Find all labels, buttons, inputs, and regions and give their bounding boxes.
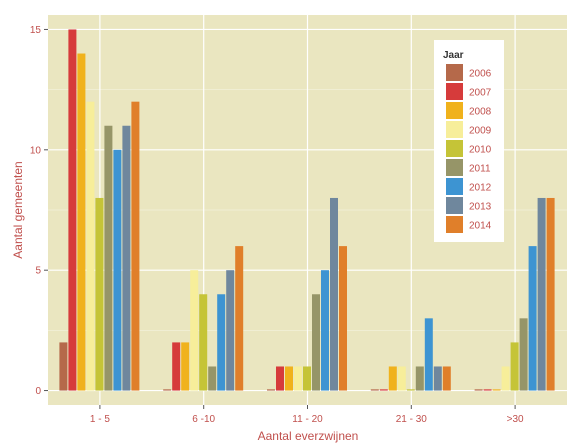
bar-2006-1 xyxy=(163,389,172,391)
y-tick-label: 5 xyxy=(35,266,41,277)
legend-swatch-2008 xyxy=(446,102,463,119)
bar-2013-4 xyxy=(537,197,546,391)
x-tick-label: 11 - 20 xyxy=(292,414,323,425)
x-tick-label: 6 -10 xyxy=(192,414,215,425)
bar-2008-1 xyxy=(181,342,190,391)
y-tick-label: 10 xyxy=(30,145,42,156)
bar-2008-0 xyxy=(77,53,86,391)
bar-2006-4 xyxy=(474,389,483,391)
bar-2006-2 xyxy=(267,389,275,391)
x-tick-label: >30 xyxy=(507,414,524,425)
bar-2010-2 xyxy=(303,366,311,391)
bars xyxy=(59,29,555,391)
legend-label-2012: 2012 xyxy=(469,183,492,194)
legend-swatch-2009 xyxy=(446,121,463,138)
bar-2012-2 xyxy=(321,270,329,391)
bar-2010-3 xyxy=(406,389,415,391)
bar-2008-2 xyxy=(285,366,293,391)
x-tick-label: 1 - 5 xyxy=(90,414,110,425)
bar-2007-4 xyxy=(483,389,492,391)
legend-swatch-2006 xyxy=(446,64,463,81)
bar-2011-4 xyxy=(519,318,528,391)
y-axis: 0 5 10 15 xyxy=(30,25,48,397)
bar-2011-3 xyxy=(415,366,424,391)
bar-2012-4 xyxy=(528,246,537,391)
legend-label-2009: 2009 xyxy=(469,126,492,137)
legend-label-2007: 2007 xyxy=(469,88,492,99)
bar-2013-3 xyxy=(433,366,442,391)
y-tick-label: 0 xyxy=(35,386,41,397)
y-axis-title: Aantal gemeenten xyxy=(11,161,25,258)
legend-label-2010: 2010 xyxy=(469,145,492,156)
legend-label-2014: 2014 xyxy=(469,221,492,232)
bar-2014-2 xyxy=(339,246,347,391)
legend-label-2008: 2008 xyxy=(469,107,492,118)
bar-2009-0 xyxy=(86,101,95,391)
bar-2007-1 xyxy=(172,342,181,391)
bar-2010-1 xyxy=(199,294,208,391)
legend-box xyxy=(434,40,504,242)
legend-label-2013: 2013 xyxy=(469,202,492,213)
y-tick-label: 15 xyxy=(30,25,42,36)
legend: Jaar 2006 2007 2008 2009 2010 2011 2012 2013 201… xyxy=(434,40,504,242)
legend-title: Jaar xyxy=(443,50,464,61)
legend-swatch-2013 xyxy=(446,197,463,214)
bar-2012-3 xyxy=(424,318,433,391)
bar-2007-2 xyxy=(276,366,284,391)
legend-swatch-2007 xyxy=(446,83,463,100)
bar-2009-4 xyxy=(501,366,510,391)
bar-2009-3 xyxy=(397,366,406,391)
bar-2006-0 xyxy=(59,342,68,391)
bar-2013-0 xyxy=(122,125,131,391)
bar-2013-2 xyxy=(330,197,338,391)
bar-2014-0 xyxy=(131,101,140,391)
bar-2011-1 xyxy=(208,366,217,391)
x-tick-label: 21 - 30 xyxy=(396,414,428,425)
x-axis: 1 - 5 6 -10 11 - 20 21 - 30 >30 xyxy=(90,405,524,425)
legend-swatch-2014 xyxy=(446,216,463,233)
bar-2014-1 xyxy=(235,246,244,391)
legend-swatch-2011 xyxy=(446,159,463,176)
bar-2010-4 xyxy=(510,342,519,391)
bar-2010-0 xyxy=(95,197,104,391)
legend-label-2006: 2006 xyxy=(469,69,492,80)
bar-2011-2 xyxy=(312,294,320,391)
legend-label-2011: 2011 xyxy=(469,164,491,175)
bar-2013-1 xyxy=(226,270,235,391)
bar-2008-4 xyxy=(492,389,501,391)
legend-swatch-2010 xyxy=(446,140,463,157)
bar-2012-1 xyxy=(217,294,226,391)
legend-swatch-2012 xyxy=(446,178,463,195)
legend-items: 2006 2007 2008 2009 2010 2011 2012 2013 2014 xyxy=(446,64,492,233)
x-axis-title: Aantal everzwijnen xyxy=(258,429,359,443)
bar-2007-3 xyxy=(379,389,388,391)
bar-2012-0 xyxy=(113,149,122,391)
bar-2014-3 xyxy=(442,366,451,391)
grid-lines xyxy=(48,15,567,405)
bar-2007-0 xyxy=(68,29,77,391)
bar-2008-3 xyxy=(388,366,397,391)
bar-2011-0 xyxy=(104,125,113,391)
bar-2014-4 xyxy=(546,197,555,391)
bar-2009-2 xyxy=(294,366,302,391)
bar-2006-3 xyxy=(370,389,379,391)
bar-2009-1 xyxy=(190,270,199,391)
